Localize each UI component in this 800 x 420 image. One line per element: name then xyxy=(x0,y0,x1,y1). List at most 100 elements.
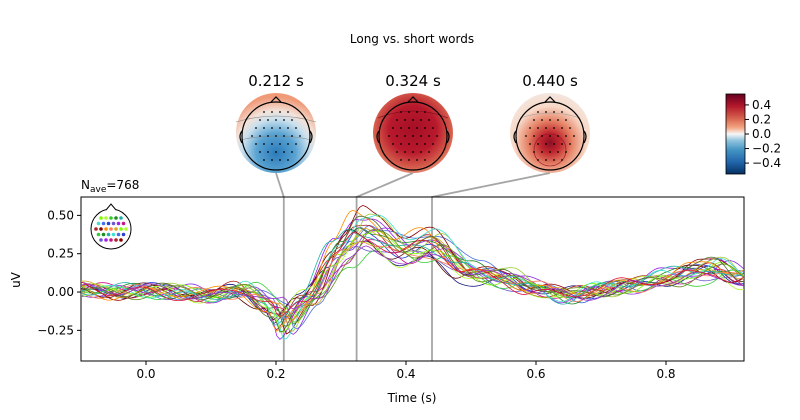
sensor-dot xyxy=(424,127,426,129)
sensor-dot xyxy=(271,127,273,129)
sensor-dot xyxy=(537,143,539,145)
inset-sensor-dot xyxy=(106,232,111,237)
sensor-dot xyxy=(525,135,527,137)
sensor-dot xyxy=(279,111,281,113)
y-tick-label: 0.25 xyxy=(47,247,74,261)
inset-sensor-dot xyxy=(104,216,108,220)
sensor-dot xyxy=(432,127,434,129)
sensor-dot xyxy=(428,119,430,121)
ear-left xyxy=(376,130,380,144)
inset-sensor-dot xyxy=(111,221,116,226)
nose xyxy=(270,96,282,103)
sensor-dot xyxy=(408,127,410,129)
topomap-label: 0.440 s xyxy=(522,72,578,90)
sensor-dot xyxy=(388,135,390,137)
sensor-dot xyxy=(263,159,265,161)
topomap-label: 0.324 s xyxy=(385,72,441,90)
ear-right xyxy=(583,130,587,144)
series-line xyxy=(81,213,744,332)
sensor-dot xyxy=(404,135,406,137)
inset-sensor-dot xyxy=(96,221,101,226)
sensor-dot xyxy=(416,111,418,113)
sensor-dot xyxy=(537,111,539,113)
series-line xyxy=(81,215,744,333)
series-line xyxy=(81,227,744,321)
sensor-dot xyxy=(428,135,430,137)
sensor-dot xyxy=(541,135,543,137)
inset-sensor-dot xyxy=(104,238,108,242)
sensor-dot xyxy=(404,151,406,153)
sensor-dot xyxy=(291,151,293,153)
sensor-dot xyxy=(553,127,555,129)
sensor-dot xyxy=(271,143,273,145)
sensor-dot xyxy=(251,135,253,137)
sensor-dot xyxy=(267,135,269,137)
x-tick-label: 0.6 xyxy=(526,367,545,381)
sensor-dot xyxy=(287,159,289,161)
sensor-dot xyxy=(263,111,265,113)
ear-left xyxy=(513,130,517,144)
x-axis: 0.0 0.2 0.4 0.6 0.8 xyxy=(136,361,676,381)
sensor-dot xyxy=(279,159,281,161)
sensor-dot xyxy=(565,119,567,121)
sensor-dot xyxy=(553,111,555,113)
sensor-dot xyxy=(565,135,567,137)
series-line xyxy=(81,229,744,325)
sensor-dot xyxy=(255,127,257,129)
sensor-dot xyxy=(529,143,531,145)
sensor-dot xyxy=(541,151,543,153)
sensor-dot xyxy=(396,135,398,137)
sensor-dot xyxy=(263,143,265,145)
sensor-dot xyxy=(392,127,394,129)
series-line xyxy=(81,228,744,321)
sensor-dot xyxy=(299,135,301,137)
figure-title: Long vs. short words xyxy=(350,32,474,46)
sensor-dot xyxy=(561,127,563,129)
inset-sensor-dot xyxy=(114,216,118,220)
sensor-dot xyxy=(263,127,265,129)
connector-line xyxy=(275,172,285,361)
sensor-dot xyxy=(396,151,398,153)
sensor-dot xyxy=(287,143,289,145)
sensor-dot xyxy=(412,119,414,121)
inset-sensor-dot xyxy=(99,238,103,242)
sensor-dot xyxy=(255,143,257,145)
sensor-dot xyxy=(557,119,559,121)
sensor-dot xyxy=(400,143,402,145)
series-line xyxy=(81,241,744,318)
inset-sensor-dot xyxy=(106,221,111,226)
x-axis-label: Time (s) xyxy=(387,391,437,405)
sensor-dot xyxy=(533,151,535,153)
nave-label: Nave=768 xyxy=(81,178,139,195)
inset-sensor-dot xyxy=(116,232,121,237)
nose xyxy=(544,96,556,103)
sensor-dot xyxy=(408,159,410,161)
sensor-dot xyxy=(287,111,289,113)
sensor-dot xyxy=(533,135,535,137)
sensor-dot xyxy=(537,159,539,161)
inset-sensor-dot xyxy=(109,216,113,220)
inset-sensor-dot xyxy=(109,238,113,242)
inset-sensor-dot xyxy=(96,232,101,237)
series-line xyxy=(81,209,744,332)
sensor-dot xyxy=(416,159,418,161)
sensor-dot xyxy=(279,143,281,145)
head-outline xyxy=(515,101,585,171)
nose xyxy=(407,96,419,103)
y-axis: −0.25 0.00 0.25 0.50 xyxy=(37,208,81,337)
sensor-dot xyxy=(541,119,543,121)
sensor-dot xyxy=(428,151,430,153)
colorbar-tick-label: −0.2 xyxy=(752,142,781,156)
sensor-dot xyxy=(396,119,398,121)
sensor-dot xyxy=(436,135,438,137)
topomap-connectors xyxy=(275,172,551,361)
y-axis-label: uV xyxy=(9,271,23,288)
sensor-dot xyxy=(573,135,575,137)
topomap-0212 xyxy=(235,93,317,173)
sensor-dot xyxy=(267,119,269,121)
x-tick-label: 0.0 xyxy=(136,367,155,381)
topomap-0324 xyxy=(373,93,453,173)
sensor-dot xyxy=(420,151,422,153)
sensor-dot xyxy=(549,135,551,137)
sensor-dot xyxy=(545,143,547,145)
